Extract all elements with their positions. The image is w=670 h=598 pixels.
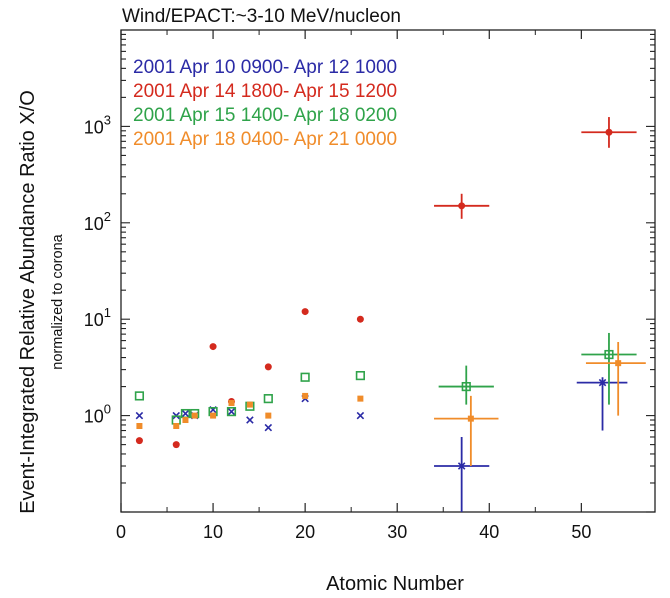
data-point bbox=[135, 437, 143, 445]
data-point bbox=[136, 423, 143, 430]
data-point bbox=[226, 407, 237, 417]
data-point bbox=[228, 400, 235, 407]
data-point bbox=[598, 378, 607, 387]
y-axis-label: Event-Integrated Relative Abundance Rati… bbox=[17, 90, 39, 514]
data-point bbox=[210, 412, 217, 419]
x-tick-label: 30 bbox=[387, 522, 407, 542]
chart-title: Wind/EPACT:~3-10 MeV/nucleon bbox=[122, 6, 401, 27]
series-2 bbox=[135, 117, 637, 449]
data-point bbox=[182, 417, 189, 424]
plot-frame bbox=[120, 29, 656, 513]
data-point bbox=[264, 363, 272, 371]
data-point bbox=[264, 423, 273, 432]
data-point bbox=[134, 391, 145, 401]
x-tick-label: 10 bbox=[203, 522, 223, 542]
data-point bbox=[135, 411, 144, 420]
y-tick-label: 102 bbox=[84, 209, 111, 234]
data-point bbox=[246, 416, 254, 424]
data-point bbox=[246, 401, 253, 408]
y-tick-label: 101 bbox=[84, 305, 111, 330]
data-point bbox=[605, 128, 613, 136]
data-point bbox=[356, 315, 364, 323]
data-point bbox=[172, 441, 180, 449]
y-axis-label-group: Event-Integrated Relative Abundance Rati… bbox=[17, 90, 66, 514]
x-axis-label: Atomic Number bbox=[326, 573, 464, 595]
data-point bbox=[604, 349, 614, 360]
x-tick-label: 50 bbox=[571, 522, 591, 542]
data-point bbox=[300, 372, 310, 382]
data-point bbox=[191, 412, 198, 419]
data-point bbox=[209, 343, 217, 351]
y-tick-label: 100 bbox=[84, 402, 111, 427]
data-point bbox=[457, 462, 466, 470]
x-tick-label: 40 bbox=[479, 522, 499, 542]
data-point bbox=[301, 308, 309, 316]
x-tick-label: 20 bbox=[295, 522, 315, 542]
data-point bbox=[173, 423, 180, 430]
data-point bbox=[461, 381, 471, 392]
data-point bbox=[615, 360, 622, 367]
data-point bbox=[458, 202, 466, 210]
data-point bbox=[181, 409, 190, 418]
x-tick-label: 0 bbox=[116, 522, 126, 542]
series-4 bbox=[136, 342, 646, 467]
data-series bbox=[134, 117, 646, 512]
legend-entry: 2001 Apr 10 0900- Apr 12 1000 bbox=[133, 57, 397, 78]
data-point bbox=[356, 411, 365, 420]
data-point bbox=[355, 370, 365, 381]
legend: 2001 Apr 10 0900- Apr 12 1000 2001 Apr 14… bbox=[133, 57, 397, 150]
y-axis-sublabel: normalized to corona bbox=[50, 233, 66, 369]
legend-entry: 2001 Apr 15 1400- Apr 18 0200 bbox=[133, 105, 397, 126]
data-point bbox=[467, 415, 474, 422]
data-point bbox=[357, 395, 364, 402]
data-point bbox=[263, 394, 273, 404]
data-point bbox=[227, 407, 236, 416]
series-1 bbox=[135, 377, 628, 512]
data-point bbox=[302, 392, 309, 399]
legend-entry: 2001 Apr 18 0400- Apr 21 0000 bbox=[133, 129, 397, 150]
legend-entry: 2001 Apr 14 1800- Apr 15 1200 bbox=[133, 81, 397, 102]
data-point bbox=[265, 412, 272, 419]
axis-ticks: 0 10 20 30 40 50 100 101 102 103 bbox=[84, 30, 655, 542]
series-3 bbox=[134, 332, 637, 425]
y-tick-label: 103 bbox=[84, 112, 111, 137]
